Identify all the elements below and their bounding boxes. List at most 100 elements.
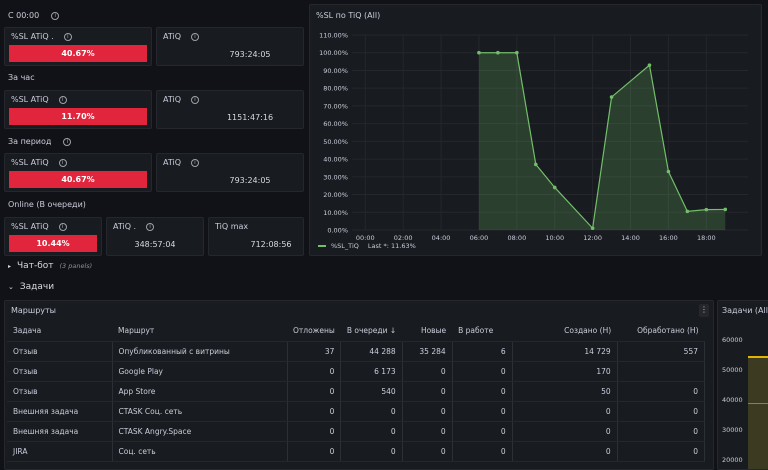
table-cell: 0: [402, 441, 453, 462]
legend-swatch: [318, 245, 326, 247]
atiq-value: 348:57:04: [134, 240, 176, 249]
tasks-all-panel[interactable]: Задачи (All) 60000 50000 40000 30000 200…: [717, 300, 768, 470]
atiq-panel-hour[interactable]: ATiQ i 1151:47:16: [156, 90, 304, 129]
column-header[interactable]: В очереди ↓: [340, 321, 403, 342]
sl-atiq-panel-period[interactable]: %SL ATiQ i 40.67%: [4, 153, 152, 192]
info-icon[interactable]: i: [58, 158, 67, 167]
routes-table-body: Отзыв Опубликованный с витрины 37 44 288 35 …: [7, 341, 706, 462]
data-point: [666, 169, 671, 174]
table-cell: 0: [340, 441, 403, 462]
info-icon[interactable]: i: [191, 95, 200, 104]
info-icon[interactable]: i: [146, 222, 155, 231]
table-cell: 37: [287, 341, 342, 362]
panel-title: %SL ATiQ: [11, 95, 49, 104]
tiq-max-panel[interactable]: TiQ max 712:08:56: [208, 217, 304, 256]
table-cell: Соц. сеть: [112, 441, 288, 462]
table-cell: 0: [617, 381, 706, 402]
y-tick-label: 10.00%: [323, 209, 348, 217]
atiq-panel-online[interactable]: ATiQ . i 348:57:04: [106, 217, 204, 256]
chart-legend[interactable]: %SL_TiQ Last *: 11.63%: [318, 242, 416, 250]
table-row[interactable]: Отзыв Google Play 0 6 173 0 0 170: [7, 361, 706, 382]
row-chatbot[interactable]: ▸ Чат-бот (3 panels): [8, 261, 92, 271]
y-tick-label: 70.00%: [323, 102, 348, 110]
panel-title: ATiQ: [163, 158, 182, 167]
info-icon[interactable]: i: [191, 158, 200, 167]
y-tick-label: 20.00%: [323, 191, 348, 199]
column-header[interactable]: Маршрут: [112, 321, 287, 342]
table-cell: 0: [340, 421, 403, 442]
table-cell: 0: [287, 401, 342, 422]
data-point: [704, 207, 709, 212]
sl-atiq-panel-hour[interactable]: %SL ATiQ i 11.70%: [4, 90, 152, 129]
sl-value: 40.67%: [9, 171, 147, 188]
column-header[interactable]: В работе: [452, 321, 513, 342]
data-point: [515, 50, 519, 55]
x-tick-label: 12:00: [583, 234, 602, 242]
atiq-panel-today[interactable]: ATiQ i 793:24:05: [156, 27, 304, 66]
table-cell: 0: [402, 381, 453, 402]
chart-title: %SL по TiQ (All): [316, 11, 381, 20]
y-tick-label: 60.00%: [323, 120, 348, 128]
info-icon[interactable]: i: [58, 95, 67, 104]
table-cell: 170: [512, 361, 618, 382]
column-header[interactable]: Создано (Н): [512, 321, 618, 342]
info-icon[interactable]: i: [63, 137, 72, 146]
table-cell: 44 288: [340, 341, 403, 362]
y-tick-label: 50000: [722, 366, 743, 374]
table-row[interactable]: Внешняя задача CTASK Соц. сеть 0 0 0 0 0 0: [7, 401, 706, 422]
panel-title: Маршруты: [11, 306, 56, 315]
row-tasks[interactable]: ⌄ Задачи: [8, 282, 54, 292]
column-header[interactable]: Задача: [7, 321, 112, 342]
section-hour: За час: [8, 73, 35, 82]
table-row[interactable]: Внешняя задача CTASK Angry.Space 0 0 0 0 0 0: [7, 421, 706, 442]
panel-menu-icon[interactable]: ⋮: [699, 304, 709, 317]
section-online: Online (В очереди): [8, 200, 86, 209]
y-tick-label: 100.00%: [319, 49, 348, 57]
table-cell: 540: [340, 381, 403, 402]
table-cell: 0: [287, 421, 342, 442]
table-cell: 0: [402, 361, 453, 382]
sl-atiq-panel-today[interactable]: %SL ATiQ . i 40.67%: [4, 27, 152, 66]
routes-table-panel[interactable]: Маршруты ⋮ Задача Маршрут Отложены В оче…: [4, 300, 714, 470]
sl-tiq-chart: 0.00% 10.00% 20.00% 30.00% 40.00% 50.00% 60.00…: [319, 32, 748, 242]
table-cell: 50: [512, 381, 618, 402]
table-cell: 0: [617, 441, 706, 462]
table-cell: Отзыв: [7, 361, 113, 382]
atiq-value: 1151:47:16: [226, 113, 274, 122]
sl-atiq-panel-online[interactable]: %SL ATiQ i 10.44%: [4, 217, 102, 256]
info-icon[interactable]: i: [58, 222, 67, 231]
table-cell: 0: [402, 421, 453, 442]
panel-title: Задачи (All): [722, 306, 768, 315]
column-header[interactable]: Отложены: [287, 321, 341, 342]
panel-title: %SL ATiQ .: [11, 32, 54, 41]
table-row[interactable]: Отзыв App Store 0 540 0 0 50 0: [7, 381, 706, 402]
table-cell: Внешняя задача: [7, 421, 113, 442]
panel-title: ATiQ: [163, 32, 182, 41]
sl-value: 11.70%: [9, 108, 147, 125]
data-point: [496, 50, 500, 55]
table-row[interactable]: JIRA Соц. сеть 0 0 0 0 0 0: [7, 441, 706, 462]
info-icon[interactable]: i: [51, 11, 60, 20]
x-tick-label: 04:00: [432, 234, 451, 242]
column-header[interactable]: Обработано (Н): [617, 321, 705, 342]
tasks-all-y-axis: 60000 50000 40000 30000 20000: [722, 325, 743, 469]
column-header[interactable]: Новые: [402, 321, 453, 342]
y-tick-label: 40000: [722, 396, 743, 404]
table-row[interactable]: Отзыв Опубликованный с витрины 37 44 288 35 …: [7, 341, 706, 362]
table-cell: 0: [452, 361, 513, 382]
table-cell: Google Play: [112, 361, 288, 382]
data-point: [609, 95, 614, 99]
tiq-max-value: 712:08:56: [250, 240, 292, 249]
x-tick-label: 10:00: [545, 234, 564, 242]
y-tick-label: 50.00%: [323, 138, 348, 146]
y-tick-label: 30.00%: [323, 173, 348, 181]
atiq-panel-period[interactable]: ATiQ i 793:24:05: [156, 153, 304, 192]
table-cell: Отзыв: [7, 341, 113, 362]
info-icon[interactable]: i: [191, 32, 200, 41]
chevron-right-icon: ▸: [8, 262, 12, 270]
section-since-midnight: С 00:00 i: [8, 11, 60, 20]
sl-tiq-chart-panel[interactable]: %SL по TiQ (All) 0.00% 10.00% 20.00% 30.00%…: [309, 4, 762, 256]
series-line: [478, 52, 726, 230]
info-icon[interactable]: i: [63, 32, 72, 41]
row-title: Чат-бот: [17, 261, 54, 271]
